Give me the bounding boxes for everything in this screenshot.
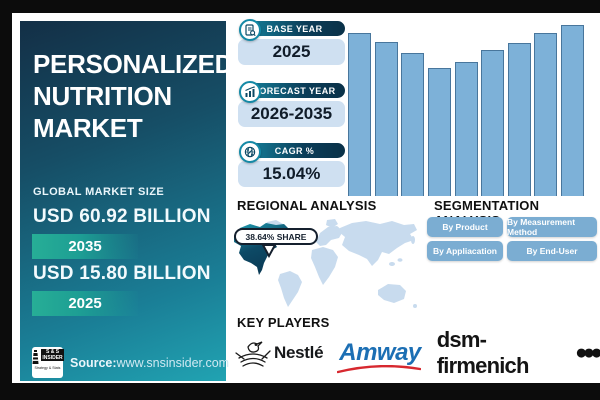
report-document-icon	[245, 24, 256, 36]
year-badge-2025: 2025	[32, 291, 138, 316]
bar	[427, 68, 451, 196]
dsm-dots-icon: ●●●	[574, 341, 600, 364]
bar	[454, 62, 478, 196]
bar	[481, 50, 505, 196]
source-row: S & S INSIDER Strategy & Stats Source:ww…	[32, 347, 229, 378]
key-players-row: Nestlé Amway dsm-firmenich ●●●	[234, 327, 600, 378]
left-panel: PERSONALIZED NUTRITION MARKET GLOBAL MAR…	[20, 21, 233, 381]
amway-swoosh-icon	[337, 365, 422, 374]
base-year-icon-circle	[239, 19, 261, 41]
cagr-icon-circle	[239, 141, 261, 163]
forecast-year-value: 2026-2035	[238, 101, 345, 127]
logo-text-insider: INSIDER	[41, 355, 64, 361]
nestle-nest-icon	[235, 341, 271, 367]
market-value-2035: USD 60.92 BILLION	[33, 206, 211, 227]
global-market-size-label: GLOBAL MARKET SIZE	[33, 186, 165, 198]
key-players-heading: KEY PLAYERS	[237, 315, 330, 330]
world-map: 38.64% SHARE	[232, 218, 427, 313]
title-line: MARKET	[33, 113, 143, 143]
bar	[401, 53, 425, 196]
logo-text-strapline: Strategy & Stats	[34, 365, 61, 370]
segment-button-by-product[interactable]: By Product	[427, 217, 503, 237]
forecast-year-icon-circle	[239, 81, 261, 103]
nestle-wordmark: Nestlé	[274, 343, 324, 362]
title-line: NUTRITION	[33, 81, 172, 111]
bar	[561, 25, 584, 196]
globe-percent-icon	[244, 146, 256, 158]
sns-insider-logo: S & S INSIDER Strategy & Stats	[32, 347, 64, 378]
base-year-value: 2025	[238, 39, 345, 65]
lighthouse-icon	[32, 350, 39, 364]
source-label: Source:	[70, 355, 117, 370]
bar-chart	[348, 24, 584, 196]
bar	[507, 43, 531, 196]
dsm-firmenich-logo: dsm-firmenich	[437, 327, 567, 379]
base-year-label: BASE YEAR	[244, 21, 345, 36]
cagr-value: 15.04%	[238, 161, 345, 187]
dsm-wordmark: dsm-firmenich	[436, 327, 530, 378]
segment-button-by-measurement-method[interactable]: By Measurement Method	[507, 217, 597, 237]
segment-button-by-end-user[interactable]: By End-User	[507, 241, 597, 261]
regional-share-badge: 38.64% SHARE	[234, 228, 318, 245]
amway-logo: Amway	[337, 339, 421, 374]
growth-chart-icon	[245, 86, 255, 97]
map-continents	[264, 219, 417, 308]
bar	[534, 33, 558, 196]
logo-text-sns: S & S	[41, 349, 64, 355]
bar	[374, 42, 398, 196]
bar	[348, 33, 371, 196]
regional-analysis-heading: REGIONAL ANALYSIS	[237, 198, 377, 213]
share-badge-pointer	[262, 244, 276, 258]
amway-wordmark: Amway	[339, 339, 421, 366]
content-card: PERSONALIZED NUTRITION MARKET GLOBAL MAR…	[12, 13, 600, 383]
nestle-logo: Nestlé	[234, 338, 324, 368]
source-text: Source:www.snsinsider.com	[70, 356, 229, 370]
cagr-label: CAGR %	[244, 143, 345, 158]
source-link[interactable]: www.snsinsider.com	[116, 355, 230, 370]
year-badge-2035: 2035	[32, 234, 138, 259]
market-value-2025: USD 15.80 BILLION	[33, 263, 211, 284]
page-title: PERSONALIZED NUTRITION MARKET	[33, 48, 233, 144]
title-line: PERSONALIZED	[33, 49, 234, 79]
segment-button-by-application[interactable]: By Appliacation	[427, 241, 503, 261]
forecast-year-label: FORECAST YEAR	[244, 83, 345, 98]
